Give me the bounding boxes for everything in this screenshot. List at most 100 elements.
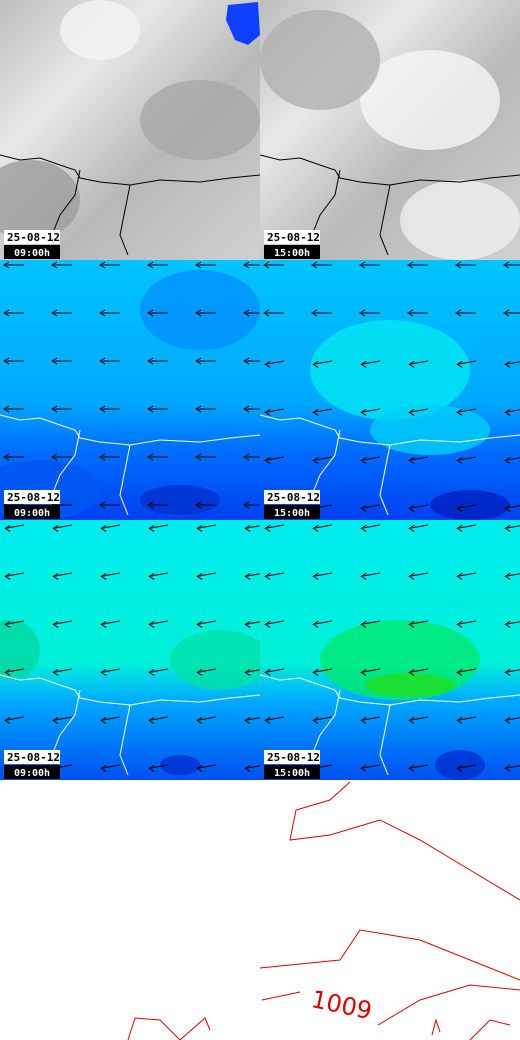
- wind-arrow-head: [244, 620, 251, 628]
- wind-arrow-head: [264, 524, 271, 532]
- wind-arrow: [197, 764, 217, 769]
- wind-arrow-head: [456, 408, 463, 416]
- wind-arrow: [197, 524, 217, 529]
- wind-arrow: [265, 668, 285, 673]
- field-area: [140, 80, 260, 160]
- wind-arrow: [361, 668, 381, 673]
- wind-arrow-head: [503, 261, 510, 269]
- wind-arrow: [409, 456, 429, 461]
- wind-arrow-head: [312, 408, 319, 416]
- wind-arrow-head: [3, 309, 10, 317]
- time-box: [4, 505, 60, 519]
- wind-arrow-head: [244, 668, 251, 676]
- field-area: [435, 750, 485, 780]
- wind-arrow-head: [147, 501, 154, 509]
- wind-arrow-head: [264, 572, 271, 580]
- wind-arrow-head: [456, 716, 463, 724]
- wind-arrow-head: [263, 261, 270, 269]
- wind-arrow-head: [100, 620, 107, 628]
- wind-arrow: [409, 360, 429, 365]
- field-area: [60, 0, 140, 60]
- wind-arrow-head: [504, 668, 511, 676]
- wind-arrow: [505, 525, 520, 529]
- time-label: 09:00h: [14, 508, 50, 519]
- wind-arrow: [457, 360, 477, 365]
- wind-arrow-head: [408, 456, 415, 464]
- wind-arrow-head: [504, 408, 511, 416]
- wind-arrow: [361, 408, 381, 413]
- field-area: [310, 320, 470, 420]
- wind-arrow-head: [408, 524, 415, 532]
- wind-arrow-head: [51, 309, 58, 317]
- wind-arrow-head: [456, 456, 463, 464]
- wind-arrow: [457, 524, 477, 529]
- wind-arrow: [197, 716, 217, 721]
- coastline: [379, 184, 391, 256]
- wind-arrow-head: [148, 716, 155, 724]
- wind-arrow-head: [312, 524, 319, 532]
- wind-arrow: [409, 572, 429, 577]
- wind-arrow: [313, 456, 333, 461]
- wind-arrow: [409, 408, 429, 413]
- wind-arrow-head: [243, 261, 250, 269]
- wind-arrow: [53, 572, 73, 577]
- wind-arrow-head: [312, 360, 319, 368]
- wind-arrow-head: [407, 309, 414, 317]
- wind-arrow-head: [407, 261, 414, 269]
- wind-arrow: [149, 716, 169, 721]
- wind-arrow: [245, 573, 260, 577]
- wind-arrow-head: [4, 524, 11, 532]
- wind-arrow-head: [100, 524, 107, 532]
- time-label: 15:00h: [274, 508, 310, 519]
- map-panel: 25-08-12 09:00h: [0, 520, 260, 780]
- wind-arrow-head: [360, 524, 367, 532]
- wind-arrow-head: [243, 357, 250, 365]
- wind-arrow: [409, 524, 429, 529]
- field-area: [0, 160, 80, 240]
- field-area: [160, 755, 200, 775]
- wind-arrow: [505, 669, 520, 673]
- coastline: [260, 414, 520, 446]
- wind-arrow-head: [360, 668, 367, 676]
- date-label: 25-08-12: [267, 231, 320, 244]
- wind-arrow-head: [99, 453, 106, 461]
- map-panel: 25-08-12 15:00h: [260, 0, 520, 260]
- wind-arrow-head: [195, 309, 202, 317]
- date-box: [264, 490, 320, 504]
- wind-arrow-head: [243, 453, 250, 461]
- wind-arrow-head: [52, 620, 59, 628]
- wind-arrow: [53, 668, 73, 673]
- wind-arrow: [361, 456, 381, 461]
- wind-arrow-head: [99, 501, 106, 509]
- wind-arrow-head: [408, 668, 415, 676]
- date-box: [4, 490, 60, 504]
- timestamp: 25-08-12 15:00h: [264, 230, 320, 259]
- wind-arrow: [101, 620, 121, 625]
- wind-arrow: [361, 504, 381, 509]
- coastline: [49, 169, 81, 241]
- map-panel: 25-08-12 09:00h: [0, 0, 260, 260]
- coastline: [260, 154, 520, 186]
- wind-arrow: [265, 716, 285, 721]
- wind-arrow-head: [504, 456, 511, 464]
- wind-arrow: [409, 504, 429, 509]
- wind-arrow-head: [3, 357, 10, 365]
- wind-arrow-head: [264, 716, 271, 724]
- field-area: [400, 180, 520, 260]
- wind-arrow: [361, 764, 381, 769]
- wind-arrow: [101, 764, 121, 769]
- wind-arrow: [409, 764, 429, 769]
- coastline: [309, 689, 341, 761]
- wind-arrow-head: [504, 524, 511, 532]
- wind-arrow-head: [147, 405, 154, 413]
- wind-arrow: [5, 524, 25, 529]
- wind-arrow: [409, 716, 429, 721]
- wind-arrow: [197, 620, 217, 625]
- wind-arrow-head: [196, 668, 203, 676]
- date-label: 25-08-12: [267, 751, 320, 764]
- wind-arrow: [245, 525, 260, 529]
- wind-arrow: [457, 764, 477, 769]
- wind-arrow-head: [408, 360, 415, 368]
- wind-arrow-head: [243, 501, 250, 509]
- wind-arrow-head: [360, 408, 367, 416]
